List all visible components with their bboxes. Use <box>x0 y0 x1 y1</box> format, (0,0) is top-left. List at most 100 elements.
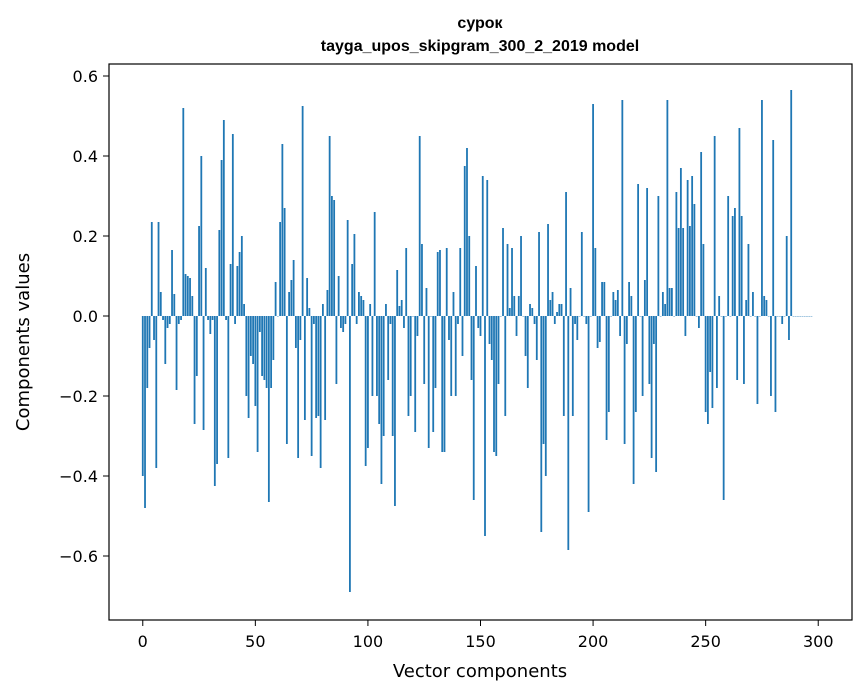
bar <box>421 244 423 316</box>
bar <box>405 248 408 316</box>
bar <box>538 232 540 316</box>
bar <box>614 300 617 316</box>
x-tick-label: 300 <box>803 632 834 651</box>
bar <box>722 316 725 500</box>
bar <box>317 316 320 416</box>
bar <box>364 316 367 466</box>
bar <box>594 248 597 316</box>
bar <box>504 316 507 416</box>
bar <box>565 192 567 316</box>
bar <box>389 316 392 324</box>
bar <box>544 316 547 476</box>
bar <box>481 176 484 316</box>
bar <box>249 316 252 356</box>
bar <box>619 316 621 336</box>
bar <box>445 248 448 316</box>
bar <box>418 136 421 316</box>
bar <box>297 316 300 458</box>
bar <box>513 296 516 316</box>
bar <box>682 228 685 316</box>
bar <box>567 316 570 550</box>
bar <box>270 316 273 388</box>
bar <box>648 316 651 384</box>
bar <box>785 236 788 316</box>
bar <box>191 296 194 316</box>
bar <box>236 266 239 316</box>
bar <box>340 316 342 328</box>
bar <box>470 316 473 380</box>
bar <box>605 316 608 440</box>
bar <box>351 264 354 316</box>
bar <box>448 316 450 340</box>
bar <box>344 316 347 324</box>
bar <box>218 230 221 316</box>
bar <box>346 220 349 316</box>
bar <box>358 292 360 316</box>
bar <box>592 104 594 316</box>
bar <box>324 316 327 420</box>
bar <box>369 304 372 316</box>
bar <box>360 296 363 316</box>
bar <box>531 308 534 316</box>
bar <box>222 120 225 316</box>
x-tick-label: 100 <box>353 632 384 651</box>
bar <box>211 316 214 320</box>
bar <box>623 316 626 444</box>
bar <box>198 226 200 316</box>
bar <box>643 280 646 316</box>
bar <box>247 316 250 418</box>
bar <box>738 128 741 316</box>
x-tick-label: 150 <box>465 632 496 651</box>
bar <box>396 270 399 316</box>
bar <box>414 316 417 432</box>
bar <box>153 316 155 340</box>
bar <box>526 316 529 388</box>
bar <box>267 316 270 502</box>
x-tick-label: 250 <box>690 632 721 651</box>
bar <box>342 316 345 332</box>
bar <box>166 316 169 328</box>
bar <box>353 234 356 316</box>
bar <box>517 296 520 316</box>
bar <box>707 316 709 424</box>
bar <box>184 274 187 316</box>
bar <box>288 292 291 316</box>
bar <box>770 316 772 396</box>
bar <box>549 300 552 316</box>
bar <box>711 316 714 408</box>
bar <box>490 316 493 360</box>
bar <box>308 308 311 316</box>
bar <box>231 134 234 316</box>
bar <box>261 316 263 376</box>
bar <box>256 316 259 452</box>
bar <box>319 316 322 468</box>
x-tick-label: 200 <box>578 632 609 651</box>
bar <box>425 288 428 316</box>
bar <box>290 280 293 316</box>
bar <box>461 316 464 356</box>
bar <box>603 282 606 316</box>
bar <box>328 136 331 316</box>
x-axis-label: Vector components <box>393 661 567 682</box>
bar <box>684 316 687 336</box>
bar <box>497 316 500 384</box>
bar <box>670 288 673 316</box>
bar <box>157 222 160 316</box>
bar <box>283 208 286 316</box>
bar <box>254 316 257 406</box>
bar <box>556 312 558 316</box>
bar <box>571 316 574 416</box>
bar <box>385 304 387 316</box>
bar <box>484 316 486 536</box>
y-tick-label: −0.6 <box>59 547 98 566</box>
bar <box>245 316 248 396</box>
bar <box>310 316 313 456</box>
bar <box>193 316 196 424</box>
bar <box>562 316 565 416</box>
bar <box>240 236 243 316</box>
bar <box>524 316 527 356</box>
y-tick-label: 0.6 <box>73 67 98 86</box>
chart-title: сурок <box>457 15 503 32</box>
bar <box>574 316 576 324</box>
